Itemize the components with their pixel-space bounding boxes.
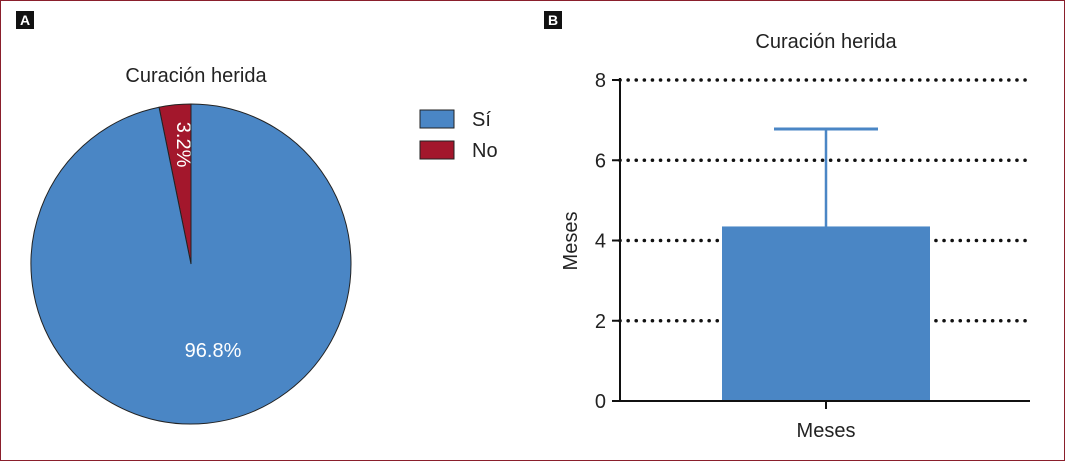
y-tick-label: 4 — [595, 231, 606, 253]
panel-a-label: A — [16, 11, 34, 29]
legend-label-si: Sí — [472, 109, 491, 131]
legend-label-no: No — [472, 140, 498, 162]
bar-chart: Curación herida 0 2 4 6 8 Meses Meses — [560, 31, 1032, 442]
x-tick-label: Meses — [797, 420, 856, 442]
y-tick-label: 2 — [595, 311, 606, 333]
legend-swatch-no — [419, 140, 455, 160]
pie-chart: Curación herida 3.2% 96.8% Sí No — [30, 65, 498, 425]
y-tick-label: 0 — [595, 391, 606, 413]
pie-data-label-no: 3.2% — [172, 122, 194, 168]
pie-data-label-si: 96.8% — [185, 340, 242, 362]
bar-meses — [722, 226, 930, 401]
pie-legend: Sí No — [419, 109, 498, 162]
legend-swatch-si — [419, 109, 455, 129]
panel-b-label: B — [544, 11, 562, 29]
bar-title: Curación herida — [755, 31, 897, 53]
y-axis-label: Meses — [560, 212, 582, 271]
y-tick-label: 6 — [595, 150, 606, 172]
y-tick-label: 8 — [595, 70, 606, 92]
pie-title: Curación herida — [125, 65, 267, 87]
pie-slice-si — [30, 103, 352, 425]
